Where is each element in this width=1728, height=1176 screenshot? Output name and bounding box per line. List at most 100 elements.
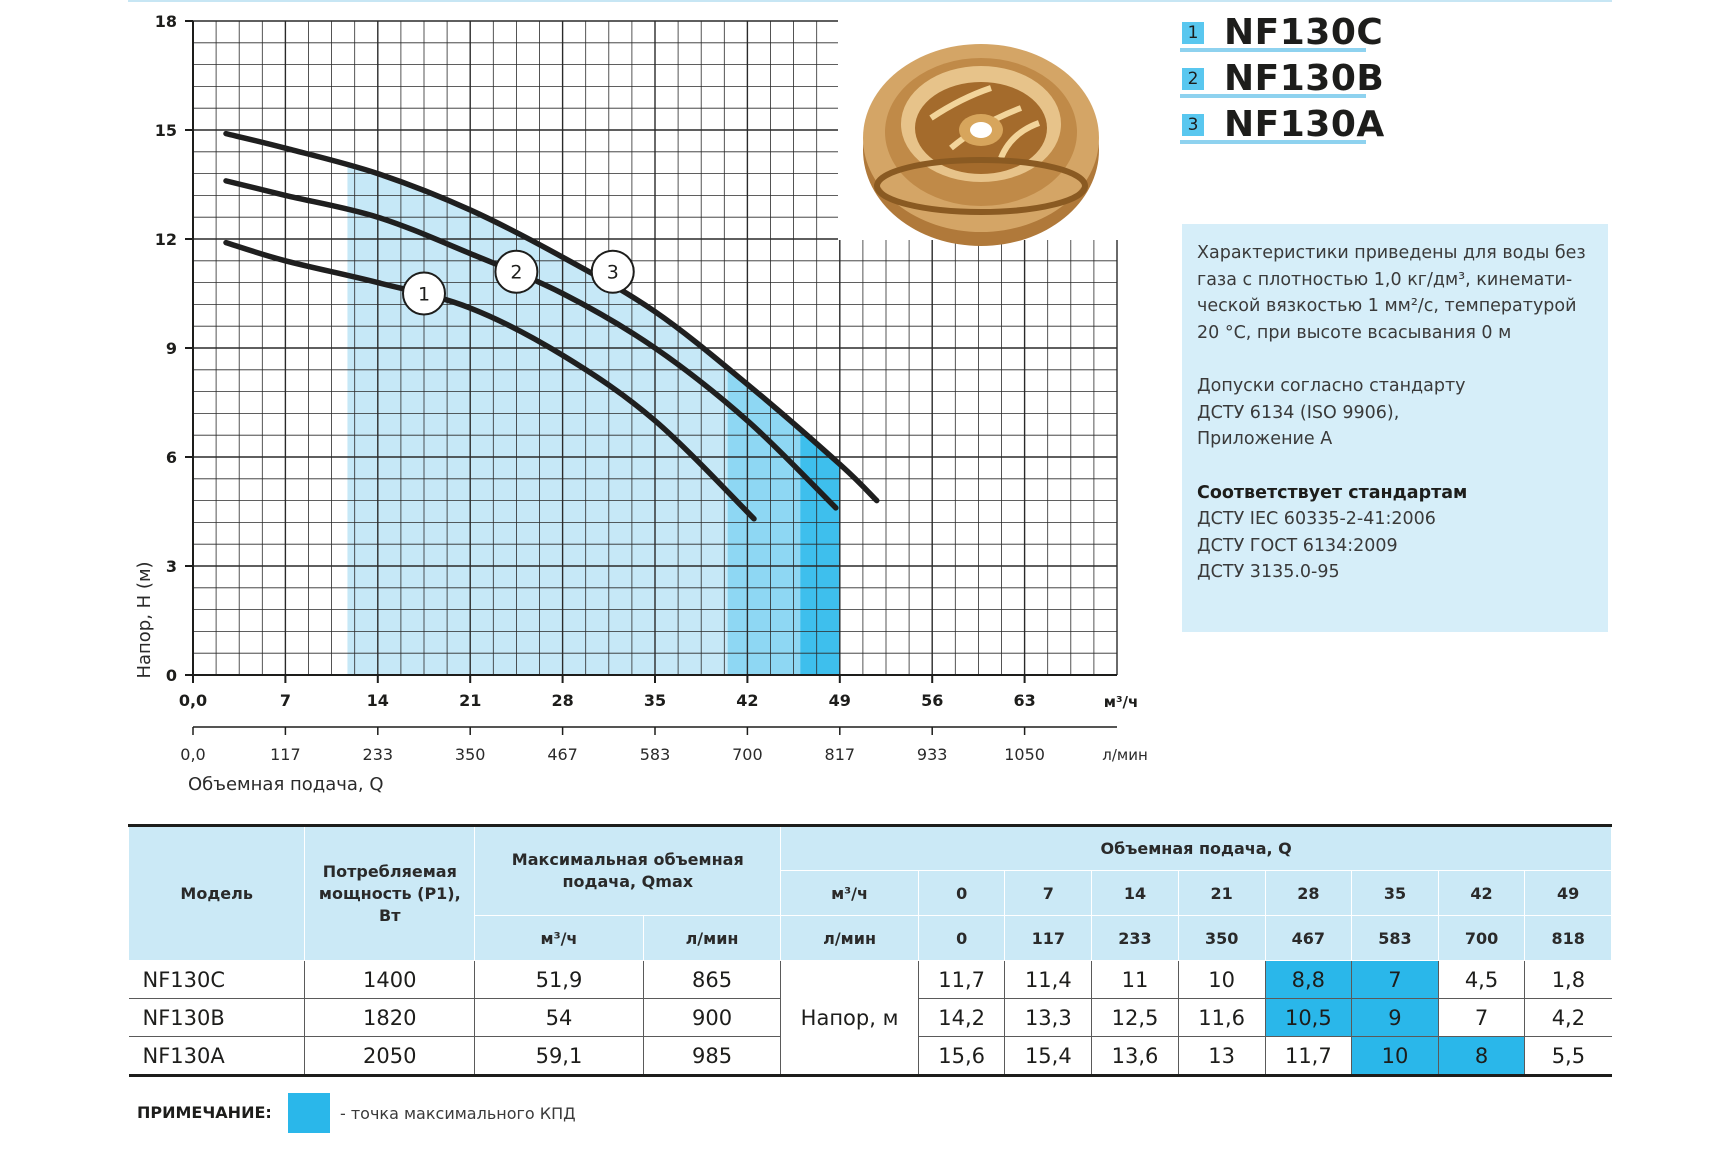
x-tick-label: 35 <box>644 691 666 710</box>
x2-tick-label: 467 <box>547 745 578 764</box>
info-line: ческой вязкостью 1 мм²/с, температурой <box>1197 296 1577 316</box>
cell-head-max-efficiency: 9 <box>1351 998 1439 1037</box>
x2-tick-label: 817 <box>825 745 856 764</box>
x-tick-label: 56 <box>921 691 943 710</box>
legend-number: 1 <box>1182 22 1204 44</box>
marker-circle <box>590 249 635 294</box>
legend-item: 3 NF130A <box>1180 100 1384 146</box>
legend-underline <box>1180 94 1366 98</box>
header-q-lmin: 583 <box>1351 915 1439 961</box>
cell-head: 12,5 <box>1091 998 1179 1037</box>
curve-series-1 <box>223 239 757 522</box>
cell-head: 13,6 <box>1091 1036 1179 1077</box>
cell-head: 11,6 <box>1178 998 1266 1037</box>
header-flow: Объемная подача, Q <box>780 824 1612 871</box>
curve-series-2 <box>223 178 839 511</box>
header-q-value: 49 <box>1524 870 1612 916</box>
marker-label: 3 <box>607 262 619 284</box>
y-tick-label: 15 <box>155 121 177 140</box>
legend-model-name: NF130C <box>1224 12 1384 53</box>
cell-model: NF130C <box>128 960 306 999</box>
header-power: Потребляемая мощность (P1), Вт <box>304 824 476 961</box>
legend-model-name: NF130A <box>1224 104 1385 145</box>
x-unit-label: м³/ч <box>1104 693 1139 711</box>
cell-head: 4,5 <box>1438 960 1526 999</box>
x-tick-label: 49 <box>829 691 851 710</box>
x2-tick-label: 1050 <box>1004 745 1045 764</box>
cell-head: 11,7 <box>1265 1036 1353 1077</box>
header-qmax-m3: м³/ч <box>474 915 644 961</box>
cell-qmax-lmin: 865 <box>643 960 782 999</box>
info-line: Приложение А <box>1197 429 1333 449</box>
info-line: Характеристики приведены для воды без <box>1197 243 1586 263</box>
x-axis-title: Объемная подача, Q <box>188 774 384 795</box>
curve-marker-2: 2 <box>494 249 539 294</box>
cell-head: 13,3 <box>1004 998 1093 1037</box>
x2-tick-label: 117 <box>270 745 301 764</box>
legend-item: 1 NF130C <box>1180 8 1384 54</box>
cell-head: 11 <box>1091 960 1179 999</box>
info-line: 20 °C, при высоте всасывания 0 м <box>1197 322 1512 343</box>
curve-marker-3: 3 <box>590 249 635 294</box>
efficiency-band <box>800 430 840 675</box>
header-qmax: Максимальная объемная подача, Qmax <box>474 824 782 916</box>
chart-axes <box>185 20 1117 735</box>
x-tick-label: 21 <box>459 691 481 710</box>
cell-power: 1400 <box>304 960 476 999</box>
header-q-value: 14 <box>1091 870 1179 916</box>
cell-qmax-lmin: 985 <box>643 1036 782 1077</box>
x2-tick-label: 933 <box>917 745 948 764</box>
impeller-image <box>863 44 1099 246</box>
standard-item: ДСТУ IEC 60335-2-41:2006 <box>1197 509 1436 529</box>
x-tick-label: 7 <box>280 691 291 710</box>
header-q-value: 7 <box>1004 870 1093 916</box>
header-q-value: 28 <box>1264 870 1353 916</box>
efficiency-band <box>727 368 801 675</box>
cell-qmax-lmin: 900 <box>643 998 782 1037</box>
header-q-value: 42 <box>1437 870 1526 916</box>
y-tick-label: 0 <box>166 666 177 685</box>
legend-number: 2 <box>1182 68 1204 90</box>
y-tick-label: 12 <box>155 230 177 249</box>
marker-label: 1 <box>418 284 430 306</box>
y-axis-title: Напор, H (м) <box>134 561 155 678</box>
header-q-lmin: 700 <box>1437 915 1526 961</box>
cell-head: 15,4 <box>1004 1036 1093 1077</box>
header-q-value: 21 <box>1177 870 1266 916</box>
cell-power: 2050 <box>304 1036 476 1077</box>
x2-unit-label: л/мин <box>1102 746 1148 764</box>
test-conditions-box: Характеристики приведены для воды без га… <box>1182 224 1608 632</box>
standards-title: Соответствует стандартам <box>1197 482 1468 503</box>
spec-table: Модель Потребляемая мощность (P1), Вт Ма… <box>127 824 1612 1077</box>
header-q-lmin: 0 <box>917 915 1006 961</box>
header-q-lmin: 233 <box>1091 915 1179 961</box>
cell-power: 1820 <box>304 998 476 1037</box>
x-tick-label: 0,0 <box>179 691 207 710</box>
legend-underline <box>1180 48 1366 52</box>
standard-item: ДСТУ 3135.0-95 <box>1197 562 1340 582</box>
legend-underline <box>1180 140 1366 144</box>
info-line: Допуски согласно стандарту <box>1197 376 1466 396</box>
x-tick-label: 28 <box>551 691 573 710</box>
header-q-value: 35 <box>1351 870 1439 916</box>
x-tick-label: 63 <box>1013 691 1035 710</box>
x-tick-label: 14 <box>367 691 389 710</box>
cell-head: 1,8 <box>1524 960 1612 999</box>
marker-circle <box>402 271 446 316</box>
marker-label: 2 <box>510 262 522 284</box>
header-q-value: 0 <box>917 870 1006 916</box>
header-unit-lmin: л/мин <box>780 915 919 961</box>
note-text: - точка максимального КПД <box>340 1104 576 1123</box>
cell-head: 4,2 <box>1524 998 1612 1037</box>
x2-tick-label: 350 <box>455 745 486 764</box>
cell-head-max-efficiency: 10,5 <box>1265 998 1353 1037</box>
curve-markers: 1 2 3 <box>402 249 635 316</box>
model-legend: 1 NF130C 2 NF130B 3 NF130A <box>1180 8 1384 146</box>
cell-qmax-m3: 51,9 <box>474 960 644 999</box>
info-line: ДСТУ 6134 (ISO 9906), <box>1197 402 1400 423</box>
cell-qmax-m3: 54 <box>474 998 644 1037</box>
performance-curves <box>223 130 880 522</box>
legend-item: 2 NF130B <box>1180 54 1384 100</box>
